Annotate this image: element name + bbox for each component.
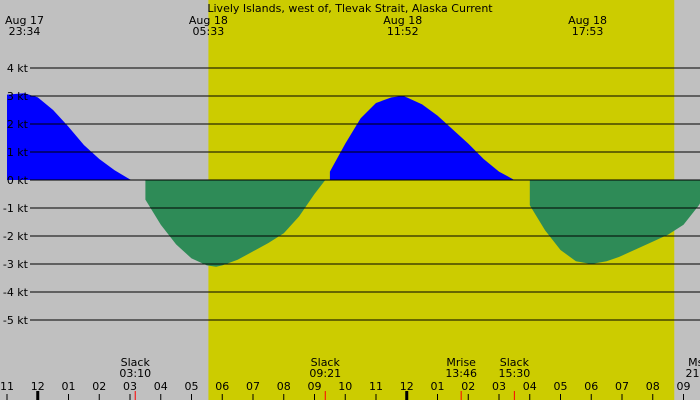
- top-time-label: 17:53: [572, 25, 604, 38]
- y-tick-label: 1 kt: [7, 146, 29, 159]
- top-date-label: Aug 17: [5, 14, 44, 27]
- hour-label: 11: [0, 380, 14, 393]
- hour-label: 08: [646, 380, 660, 393]
- y-tick-label: -3 kt: [3, 258, 29, 271]
- hour-label: 03: [123, 380, 137, 393]
- hour-label: 09: [308, 380, 322, 393]
- y-tick-label: -2 kt: [3, 230, 29, 243]
- hour-label: 07: [615, 380, 629, 393]
- hour-label: 07: [246, 380, 260, 393]
- hour-label: 12: [400, 380, 414, 393]
- ebb-current-area: [529, 180, 700, 264]
- hour-label: 06: [215, 380, 229, 393]
- y-tick-label: -1 kt: [3, 202, 29, 215]
- event-name-label: Slack: [121, 356, 151, 369]
- event-time-label: 03:10: [119, 367, 151, 380]
- event-time-label: 13:46: [445, 367, 477, 380]
- flood-current-area: [7, 93, 136, 180]
- hour-label: 12: [31, 380, 45, 393]
- event-time-label: 21:35: [685, 367, 700, 380]
- chart-title: Lively Islands, west of, Tlevak Strait, …: [207, 2, 493, 15]
- y-tick-label: 3 kt: [7, 90, 29, 103]
- y-tick-label: 4 kt: [7, 62, 29, 75]
- top-date-label: Aug 18: [568, 14, 607, 27]
- hour-label: 01: [431, 380, 445, 393]
- top-time-label: 05:33: [193, 25, 225, 38]
- y-tick-label: 2 kt: [7, 118, 29, 131]
- event-name-label: Slack: [311, 356, 341, 369]
- event-time-label: 09:21: [309, 367, 341, 380]
- top-time-label: 11:52: [387, 25, 419, 38]
- hour-label: 08: [277, 380, 291, 393]
- y-tick-label: 0 kt: [7, 174, 29, 187]
- hour-label: 10: [338, 380, 352, 393]
- hour-label: 09: [677, 380, 691, 393]
- y-tick-label: -5 kt: [3, 314, 29, 327]
- top-date-label: Aug 18: [189, 14, 228, 27]
- hour-label: 02: [461, 380, 475, 393]
- hour-label: 06: [584, 380, 598, 393]
- hour-label: 05: [554, 380, 568, 393]
- hour-label: 02: [92, 380, 106, 393]
- event-name-label: Mset: [688, 356, 700, 369]
- hour-label: 03: [492, 380, 506, 393]
- hour-label: 05: [185, 380, 199, 393]
- top-date-label: Aug 18: [383, 14, 422, 27]
- event-time-label: 15:30: [499, 367, 531, 380]
- event-name-label: Mrise: [446, 356, 476, 369]
- hour-label: 04: [523, 380, 537, 393]
- y-tick-label: -4 kt: [3, 286, 29, 299]
- top-time-label: 23:34: [9, 25, 41, 38]
- hour-label: 11: [369, 380, 383, 393]
- hour-label: 01: [62, 380, 76, 393]
- flood-current-area: [329, 96, 515, 180]
- event-name-label: Slack: [500, 356, 530, 369]
- hour-label: 04: [154, 380, 168, 393]
- ebb-current-area: [145, 180, 326, 267]
